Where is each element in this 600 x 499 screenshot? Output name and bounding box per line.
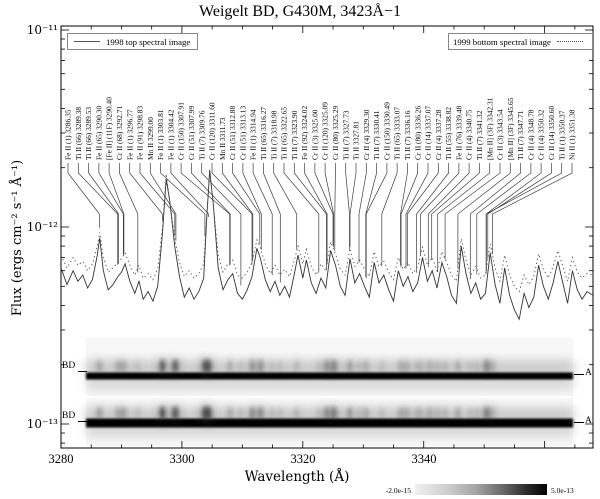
spectral-line-label: Cr II (68) 3292.71 <box>115 106 124 160</box>
spectral-line-label: Ti II (7) 3309.76 <box>197 110 206 160</box>
axis-ticks <box>60 26 593 448</box>
spectral-line-label: Ti II (7) 3330.41 <box>372 110 381 160</box>
spectral-line-label: Cr II (3) 3343.54 <box>496 109 505 160</box>
spectral-line-label: Ti II (7) 3318.98 <box>269 110 278 160</box>
spectral-line-label: Ti II (1) 3350.37 <box>557 110 566 160</box>
spectral-strip-1998-top <box>86 338 573 396</box>
spectral-line-label: Cr II (80) 3336.26 <box>413 106 422 160</box>
spectral-line-label: Cr II (51) 3312.88 <box>228 106 237 160</box>
spectral-line-label: Cr II (14) 3337.07 <box>424 106 433 160</box>
spectral-line-label: Fe II (1) 3314.94 <box>249 109 258 160</box>
spectral-line-label: Fe II (1) 3303.81 <box>156 109 165 160</box>
x-tick-label: 3340 <box>411 452 437 466</box>
bd-pointer-dash <box>78 421 87 422</box>
strip-label-a-top: A <box>585 368 592 378</box>
spectral-line-label: Ti II (66) 3289.38 <box>74 107 83 160</box>
x-tick-label: 3320 <box>290 452 316 466</box>
spectral-line-label: Ti II (7) 3327.73 <box>341 110 350 160</box>
colorbar-max-label: 5.0e-13 <box>551 486 574 495</box>
spectral-line-label: Cr II (80) 3325.29 <box>331 106 340 160</box>
a-pointer-dash <box>574 422 584 423</box>
line-leaders <box>67 163 573 286</box>
spectral-line-label: Ti II (7) 3341.32 <box>475 110 484 160</box>
spectral-line-label: Cr II (3) 3325.00 <box>311 109 320 160</box>
x-tick-label: 3300 <box>169 452 195 466</box>
spectral-line-label: Cr II (4) 3350.32 <box>537 109 546 160</box>
a-pointer-dash <box>574 374 584 375</box>
spectral-line-label: [Mn II] (3F) 3342.31 <box>485 97 494 160</box>
spectral-line-label: Cr II (4) 3329.30 <box>362 109 371 160</box>
y-tick-label: 10⁻¹³ <box>26 417 58 431</box>
x-tick-label: 3280 <box>48 452 74 466</box>
spectral-line-label: Fe II (91) 3298.83 <box>136 106 145 160</box>
spectral-line-label: Cr II (120) 3325.09 <box>321 102 330 160</box>
spectral-line-label: Cr II (14) 3350.60 <box>547 106 556 160</box>
spectral-line-label: Cr II (4) 3348.78 <box>527 109 536 160</box>
legend-solid-line-sample <box>74 41 100 42</box>
x-axis-label: Wavelength (Å) <box>244 469 350 485</box>
spectral-line-label: Ni II (1) 3351.38 <box>568 109 577 160</box>
colorbar-min-label: -2.0e-15 <box>385 486 411 495</box>
spectral-strip-1999-bottom <box>86 398 573 446</box>
legend-1999-label: 1999 bottom spectral image <box>453 36 551 47</box>
spectral-line-label: Ti II (65) 3316.27 <box>259 107 268 160</box>
spectral-line-label: Cr II (120) 3311.60 <box>208 102 217 160</box>
figure-title: Weigelt BD, G430M, 3423Å−1 <box>199 3 401 20</box>
legend-dotted-line-sample <box>556 41 583 42</box>
y-tick-label: 10⁻¹¹ <box>26 23 58 37</box>
spectral-line-label: Ti II (55) 3338.82 <box>444 107 453 160</box>
legend-1998-label: 1998 top spectral image <box>106 36 191 47</box>
spectral-line-label: Cr II (51) 3307.99 <box>187 106 196 160</box>
spectral-line-label: Ti II 3327.81 <box>352 121 361 160</box>
spectral-line-label: Cr II (4) 3337.28 <box>434 109 443 160</box>
legend-1999: 1999 bottom spectral image <box>448 33 593 50</box>
legend-1998: 1998 top spectral image <box>67 33 198 50</box>
spectral-line-label: Ti II (7) 3347.71 <box>516 110 525 160</box>
strip-label-a-bottom: A <box>585 416 592 426</box>
spectral-line-label: Cr II (150) 3307.91 <box>177 102 186 160</box>
spectral-line-label: [Fe II] (11F) 3290.40 <box>105 97 114 160</box>
spectral-line-label: Fe II (1) 3304.42 <box>167 109 176 160</box>
strip-label-bd-bottom: BD <box>62 411 76 421</box>
spectral-line-label: Ti II (65) 3322.65 <box>280 107 289 160</box>
spectral-line-label: Cr II (150) 3330.49 <box>383 102 392 160</box>
spectral-line-label: Cr II (51) 3313.13 <box>239 106 248 160</box>
spectral-line-label: Ti II (65) 3333.07 <box>393 107 402 160</box>
grayscale-colorbar <box>415 484 547 495</box>
spectral-line-label: Fe II (76) 3339.48 <box>455 106 464 160</box>
spectral-line-label: Cr II (4) 3340.75 <box>465 109 474 160</box>
strip-label-bd-top: BD <box>62 361 76 371</box>
line-labels: Fe II (1) 3286.35 Ti II (66) 3289.38 Ti II… <box>64 97 577 160</box>
plot-frame <box>60 25 594 449</box>
y-axis-label: Flux (ergs cm⁻² s⁻¹ Å⁻¹) <box>10 159 25 317</box>
spectral-line-label: Fe II (1) 3286.35 <box>64 109 73 160</box>
spectral-line-label: Ti II (7) 3323.90 <box>290 110 299 160</box>
spectral-line-label: Mn II 3311.73 <box>218 117 227 160</box>
curve-1998 <box>60 169 594 321</box>
spectral-line-label: Ti II (7) 3336.16 <box>403 110 412 160</box>
spectral-line-label: Mn II 3299.00 <box>146 117 155 160</box>
curve-1999 <box>60 172 594 293</box>
spectral-line-label: [Mn II] (3F) 3345.65 <box>506 97 515 160</box>
spectral-line-label: Ti II (66) 3289.53 <box>84 107 93 160</box>
bd-pointer-dash <box>78 371 87 372</box>
spectral-line-label: Fe II (65) 3290.30 <box>95 106 104 160</box>
spectral-line-label: Fe II (1) 3296.77 <box>125 109 134 160</box>
spectral-line-label: Fe II (92) 3324.02 <box>300 106 309 160</box>
y-tick-label: 10⁻¹² <box>26 220 58 234</box>
